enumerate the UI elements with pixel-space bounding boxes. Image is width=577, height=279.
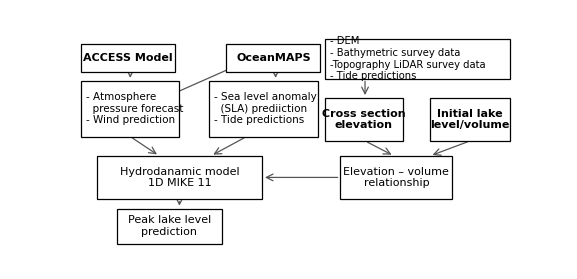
Text: ACCESS Model: ACCESS Model [83, 53, 173, 63]
FancyBboxPatch shape [81, 81, 179, 137]
FancyBboxPatch shape [117, 209, 222, 244]
Text: - Sea level anomaly
  (SLA) prediiction
- Tide predictions: - Sea level anomaly (SLA) prediiction - … [214, 92, 317, 125]
FancyBboxPatch shape [81, 44, 175, 72]
FancyBboxPatch shape [208, 81, 318, 137]
FancyBboxPatch shape [325, 39, 511, 79]
Text: OceanMAPS: OceanMAPS [236, 53, 310, 63]
FancyBboxPatch shape [325, 98, 403, 141]
FancyBboxPatch shape [97, 156, 262, 199]
FancyBboxPatch shape [430, 98, 511, 141]
Text: Peak lake level
prediction: Peak lake level prediction [128, 215, 211, 237]
Text: - DEM
- Bathymetric survey data
-Topography LiDAR survey data
- Tide predictions: - DEM - Bathymetric survey data -Topogra… [330, 36, 486, 81]
FancyBboxPatch shape [226, 44, 320, 72]
FancyBboxPatch shape [340, 156, 452, 199]
Text: Cross section
elevation: Cross section elevation [322, 109, 406, 130]
Text: Hydrodanamic model
1D MIKE 11: Hydrodanamic model 1D MIKE 11 [119, 167, 239, 188]
Text: Initial lake
level/volume: Initial lake level/volume [430, 109, 510, 130]
Text: - Atmosphere
  pressure forecast
- Wind prediction: - Atmosphere pressure forecast - Wind pr… [87, 92, 184, 125]
Text: Elevation – volume
relationship: Elevation – volume relationship [343, 167, 449, 188]
